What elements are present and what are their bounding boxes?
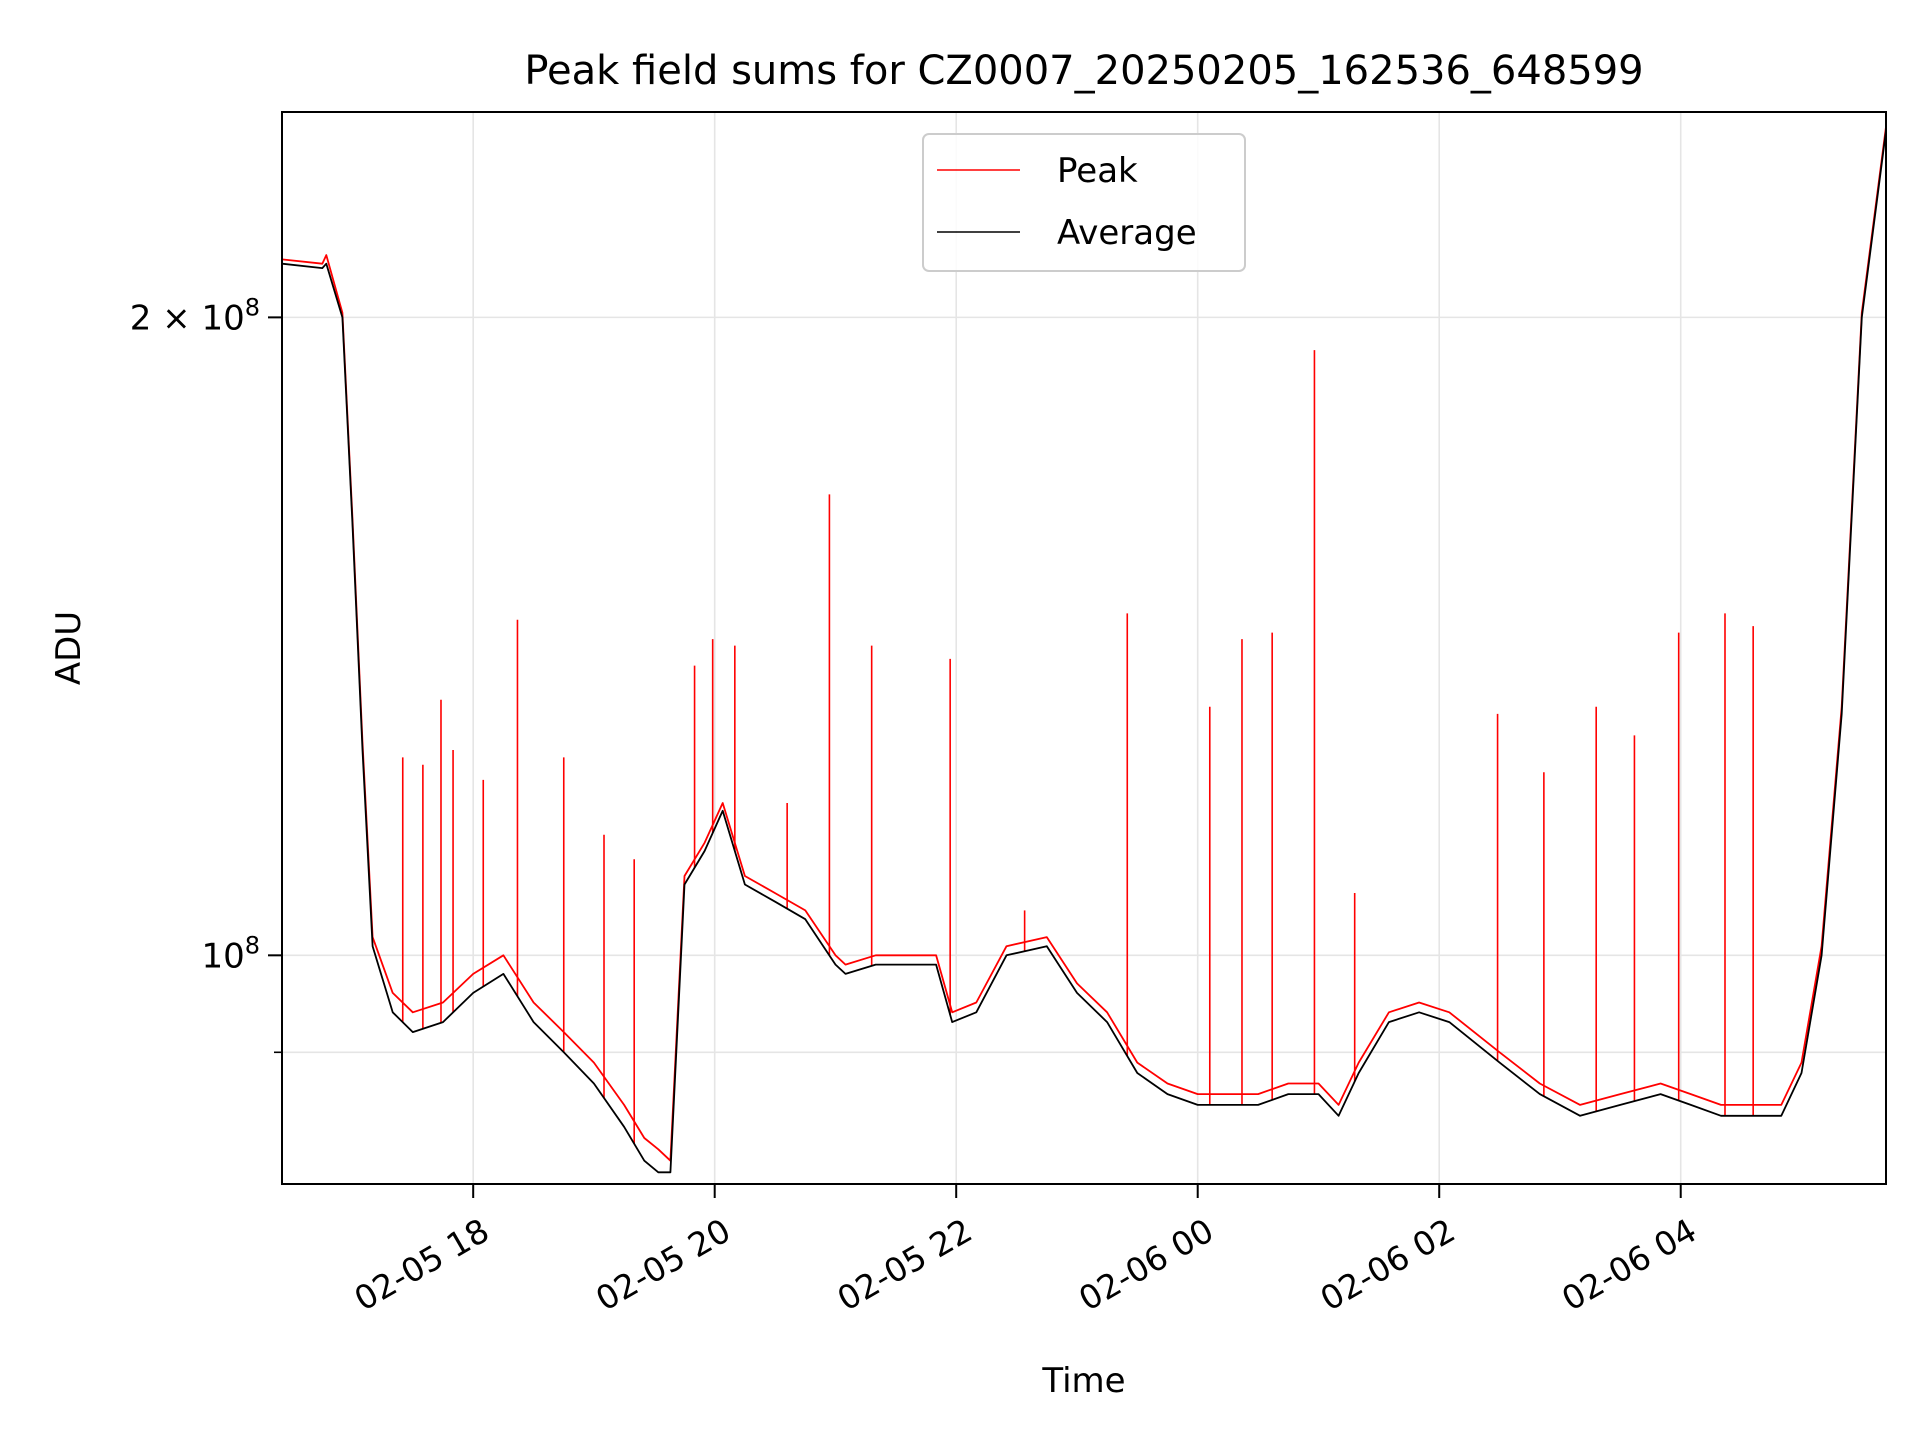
y-axis-ticks: 108 2 × 108 (130, 293, 282, 1054)
series-clip-group (282, 126, 1886, 1174)
plot-frame (281, 111, 1887, 1185)
x-axis-label: Time (1041, 1361, 1125, 1401)
legend-average-label: Average (1057, 213, 1197, 253)
legend-peak-label: Peak (1057, 151, 1138, 191)
y-tick-label: 2 × 108 (130, 293, 260, 338)
y-tick-label: 108 (201, 931, 260, 976)
series-line-average (282, 130, 1886, 1174)
grid (282, 112, 1886, 1184)
series-layer (282, 126, 1886, 1174)
legend-box (922, 133, 1246, 272)
series-line-peak (282, 126, 1886, 1162)
chart-title: Peak field sums for CZ0007_20250205_1625… (524, 48, 1643, 94)
legend: Peak Average (922, 133, 1246, 272)
y-axis-label: ADU (49, 611, 89, 685)
